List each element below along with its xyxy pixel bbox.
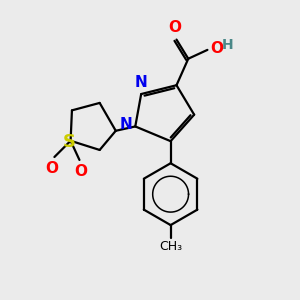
Text: O: O — [45, 161, 58, 176]
Text: H: H — [222, 38, 233, 52]
Text: O: O — [74, 164, 87, 179]
Text: O: O — [169, 20, 182, 35]
Text: CH₃: CH₃ — [159, 240, 182, 253]
Text: N: N — [120, 118, 132, 133]
Text: N: N — [135, 75, 148, 90]
Text: O: O — [210, 41, 223, 56]
Text: S: S — [63, 133, 76, 151]
